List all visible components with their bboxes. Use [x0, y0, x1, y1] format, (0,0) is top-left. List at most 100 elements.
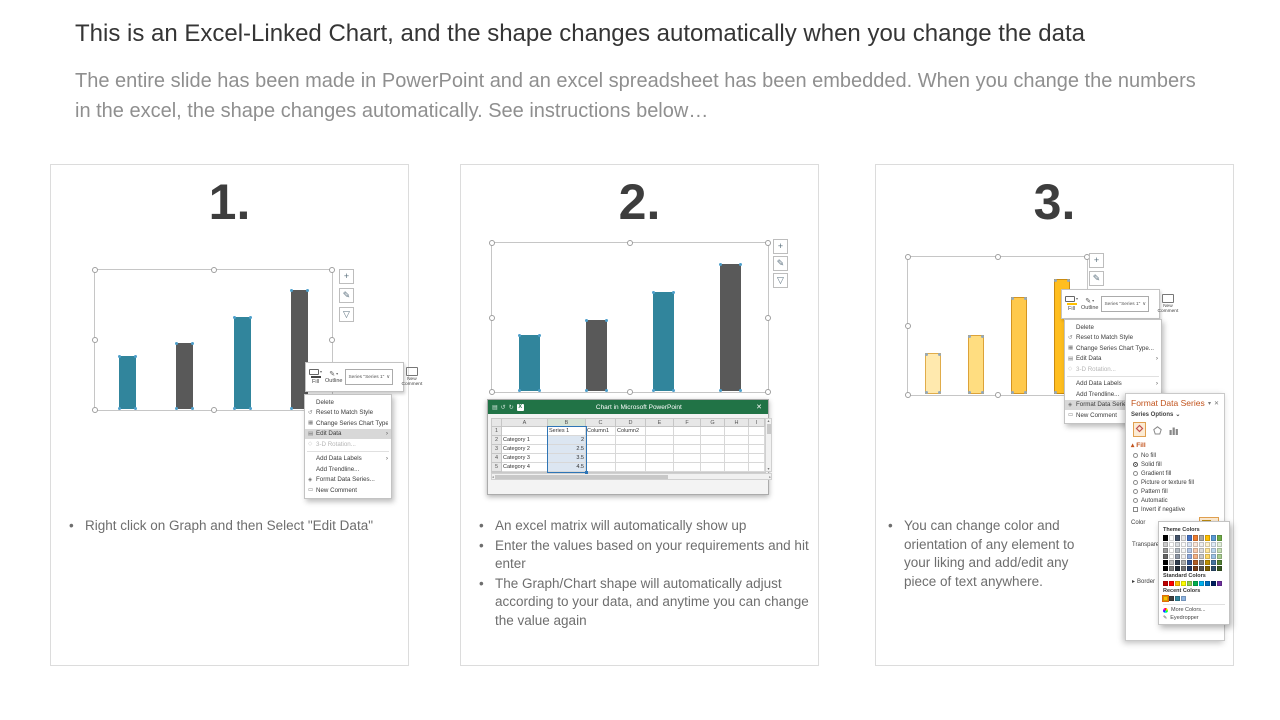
cell-c5[interactable]: [586, 463, 616, 472]
selection-handle[interactable]: [765, 314, 771, 321]
theme-tint-swatch[interactable]: [1217, 560, 1222, 565]
menu-item-new-comment[interactable]: ▭ New Comment: [1065, 410, 1161, 421]
theme-tint-swatch[interactable]: [1175, 560, 1180, 565]
row-header-5[interactable]: 5: [492, 463, 502, 472]
selection-handle[interactable]: [210, 267, 217, 273]
cell-a5[interactable]: Category 4: [502, 463, 548, 472]
theme-tint-swatch[interactable]: [1163, 554, 1168, 559]
cell-g4[interactable]: [701, 454, 725, 463]
theme-tint-swatch[interactable]: [1187, 560, 1192, 565]
theme-tint-swatch[interactable]: [1169, 542, 1174, 547]
cell-e1[interactable]: [646, 427, 674, 436]
theme-color-swatch[interactable]: [1193, 535, 1198, 541]
fill-option-gradient-fill[interactable]: Gradient fill: [1133, 469, 1219, 478]
col-header-b[interactable]: B: [548, 419, 586, 427]
cell-i3[interactable]: [749, 445, 765, 454]
standard-color-swatch[interactable]: [1175, 581, 1180, 586]
series-options-tab[interactable]: [1169, 426, 1179, 437]
selection-handle[interactable]: [92, 267, 98, 273]
horizontal-scrollbar[interactable]: ◂ ▸: [491, 473, 772, 480]
cell-d5[interactable]: [616, 463, 646, 472]
menu-item-reset-to-match-style[interactable]: ↺ Reset to Match Style: [1065, 333, 1161, 344]
cell-a4[interactable]: Category 3: [502, 454, 548, 463]
redo-icon[interactable]: ↻: [508, 404, 514, 411]
scroll-right-icon[interactable]: ▸: [769, 474, 771, 479]
theme-tint-swatch[interactable]: [1199, 542, 1204, 547]
menu-item-add-trendline[interactable]: Add Trendline...: [1065, 389, 1161, 400]
theme-color-swatch[interactable]: [1217, 535, 1222, 541]
chart-selection-frame[interactable]: [489, 240, 771, 395]
selection-handle[interactable]: [329, 267, 335, 273]
selection-handle[interactable]: [905, 323, 911, 329]
theme-tint-swatch[interactable]: [1211, 566, 1216, 571]
pane-options-icon[interactable]: ▾: [1207, 400, 1211, 407]
cell-h5[interactable]: [725, 463, 749, 472]
series-selector[interactable]: Series "Series 1" ∨: [1101, 296, 1149, 312]
theme-tint-swatch[interactable]: [1217, 554, 1222, 559]
theme-tint-swatch[interactable]: [1163, 542, 1168, 547]
recent-color-swatch[interactable]: [1162, 595, 1169, 602]
standard-color-swatch[interactable]: [1199, 581, 1204, 586]
invert-if-negative-option[interactable]: Invert if negative: [1133, 505, 1219, 514]
theme-tint-swatch[interactable]: [1211, 560, 1216, 565]
selection-handle[interactable]: [489, 240, 495, 246]
theme-color-swatch[interactable]: [1181, 535, 1186, 541]
cell-a2[interactable]: Category 1: [502, 436, 548, 445]
col-header-d[interactable]: D: [616, 419, 646, 427]
series-selector[interactable]: Series "Series 1" ∨: [345, 369, 393, 385]
menu-item-edit-data[interactable]: ▤ Edit Data ›: [305, 428, 391, 439]
cell-a1[interactable]: [502, 427, 548, 436]
theme-tint-swatch[interactable]: [1205, 560, 1210, 565]
menu-item-edit-data[interactable]: ▤ Edit Data ›: [1065, 354, 1161, 365]
selection-handle[interactable]: [329, 337, 335, 343]
cell-d2[interactable]: [616, 436, 646, 445]
theme-tint-swatch[interactable]: [1193, 542, 1198, 547]
standard-color-swatch[interactable]: [1211, 581, 1216, 586]
chart-styles-button[interactable]: ✎: [773, 256, 788, 271]
bar-category-4[interactable]: [719, 263, 742, 392]
cell-h1[interactable]: [725, 427, 749, 436]
chart-styles-button[interactable]: ✎: [339, 288, 354, 303]
theme-tint-swatch[interactable]: [1163, 548, 1168, 553]
cell-f4[interactable]: [674, 454, 701, 463]
theme-tint-swatch[interactable]: [1193, 548, 1198, 553]
col-header-h[interactable]: H: [725, 419, 749, 427]
standard-color-swatch[interactable]: [1193, 581, 1198, 586]
row-header-2[interactable]: 2: [492, 436, 502, 445]
row-header-3[interactable]: 3: [492, 445, 502, 454]
theme-tint-swatch[interactable]: [1187, 548, 1192, 553]
theme-tint-swatch[interactable]: [1217, 542, 1222, 547]
col-header-e[interactable]: E: [646, 419, 674, 427]
cell-g1[interactable]: [701, 427, 725, 436]
col-header-g[interactable]: G: [701, 419, 725, 427]
menu-item-delete[interactable]: Delete: [1065, 322, 1161, 333]
bar-category-1[interactable]: [518, 334, 541, 392]
bar-category-1[interactable]: [925, 353, 942, 394]
chart-elements-button[interactable]: +: [773, 239, 788, 254]
standard-color-swatch[interactable]: [1205, 581, 1210, 586]
theme-tint-swatch[interactable]: [1169, 566, 1174, 571]
chart-selection-frame[interactable]: [92, 267, 335, 413]
selection-handle[interactable]: [92, 407, 98, 413]
theme-tint-swatch[interactable]: [1181, 560, 1186, 565]
theme-tint-swatch[interactable]: [1187, 554, 1192, 559]
theme-tint-swatch[interactable]: [1199, 554, 1204, 559]
selection-handle[interactable]: [489, 314, 495, 321]
theme-color-swatch[interactable]: [1187, 535, 1192, 541]
theme-tint-swatch[interactable]: [1181, 548, 1186, 553]
scrollbar-thumb[interactable]: [494, 474, 668, 479]
theme-tint-swatch[interactable]: [1193, 554, 1198, 559]
cell-c3[interactable]: [586, 445, 616, 454]
theme-color-swatch[interactable]: [1199, 535, 1204, 541]
theme-tint-swatch[interactable]: [1211, 554, 1216, 559]
menu-item-format-data-series[interactable]: ◈ Format Data Series...: [1065, 399, 1161, 410]
col-header-f[interactable]: F: [674, 419, 701, 427]
fill-button[interactable]: ▾ Fill: [1065, 296, 1078, 312]
cell-h4[interactable]: [725, 454, 749, 463]
eyedropper-item[interactable]: ✎ Eyedropper: [1163, 615, 1199, 621]
bar-category-2[interactable]: [175, 342, 195, 410]
menu-item-change-series-chart-type[interactable]: ▦ Change Series Chart Type...: [1065, 343, 1161, 354]
menu-item-format-data-series[interactable]: ◈ Format Data Series...: [305, 475, 391, 486]
more-colors-item[interactable]: More Colors...: [1163, 607, 1225, 613]
row-header-1[interactable]: 1: [492, 427, 502, 436]
